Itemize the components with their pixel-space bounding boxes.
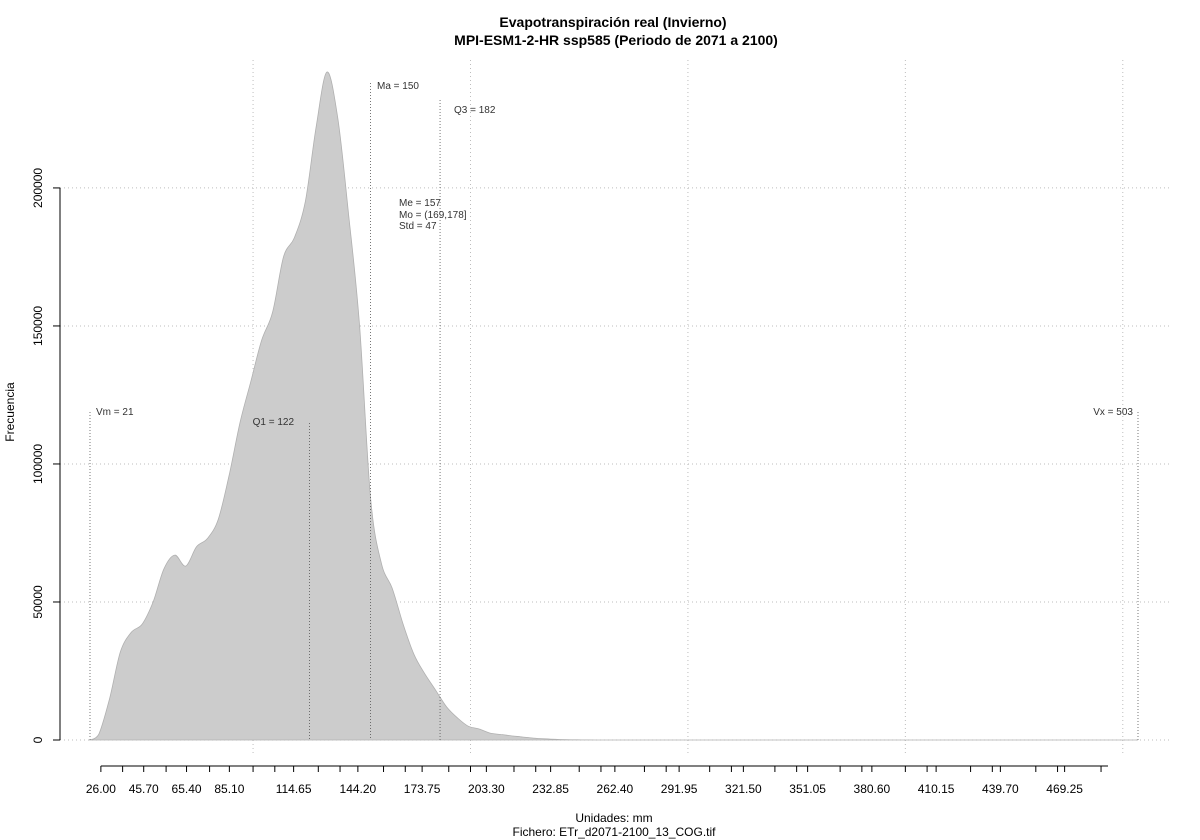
y-tick-label: 50000 <box>31 585 45 619</box>
y-tick-label: 200000 <box>31 168 45 208</box>
x-axis: 26.00 45.70 65.40 85.10 114.65 144.20 173.75 20… <box>86 765 1108 796</box>
x-tick-label: 321.50 <box>725 782 762 796</box>
chart-subtitle: MPI-ESM1-2-HR ssp585 (Periodo de 2071 a … <box>454 32 778 48</box>
y-tick-label: 100000 <box>31 444 45 484</box>
x-tick-label: 203.30 <box>468 782 505 796</box>
x-tick-label: 469.25 <box>1046 782 1083 796</box>
caption: Fichero: ETr_d2071-2100_13_COG.tif <box>513 825 717 839</box>
x-tick-label: 26.00 <box>86 782 116 796</box>
annotation-label: Q1 = 122 <box>253 417 295 428</box>
x-axis-label: Unidades: mm <box>575 811 652 825</box>
chart-title: Evapotranspiración real (Invierno) <box>499 14 726 30</box>
annotation-label: Std = 47 <box>399 221 437 232</box>
annotation-label: Vm = 21 <box>96 407 134 418</box>
x-tick-label: 173.75 <box>404 782 441 796</box>
x-tick-label: 380.60 <box>854 782 891 796</box>
y-tick-label: 150000 <box>31 306 45 346</box>
x-tick-label: 65.40 <box>172 782 202 796</box>
x-tick-label: 232.85 <box>532 782 569 796</box>
x-tick-label: 351.05 <box>789 782 826 796</box>
annotation-label: Vx = 503 <box>1093 407 1133 418</box>
y-axis: 0 50000 100000 150000 200000 <box>31 168 61 743</box>
x-tick-label: 410.15 <box>918 782 955 796</box>
reference-lines <box>89 83 1139 740</box>
y-axis-label: Frecuencia <box>3 382 17 442</box>
x-tick-label: 85.10 <box>214 782 244 796</box>
x-tick-label: 291.95 <box>661 782 698 796</box>
annotation-label: Mo = (169,178] <box>399 210 467 221</box>
density-area <box>88 71 1138 741</box>
annotation-label: Ma = 150 <box>377 81 419 92</box>
annotation-label: Me = 157 <box>399 198 441 209</box>
x-tick-label: 262.40 <box>597 782 634 796</box>
x-tick-label: 114.65 <box>276 782 312 796</box>
y-tick-label: 0 <box>31 736 45 743</box>
x-tick-label: 144.20 <box>340 782 377 796</box>
annotation-label: Q3 = 182 <box>454 105 496 116</box>
x-tick-label: 45.70 <box>129 782 159 796</box>
x-tick-label: 439.70 <box>982 782 1019 796</box>
